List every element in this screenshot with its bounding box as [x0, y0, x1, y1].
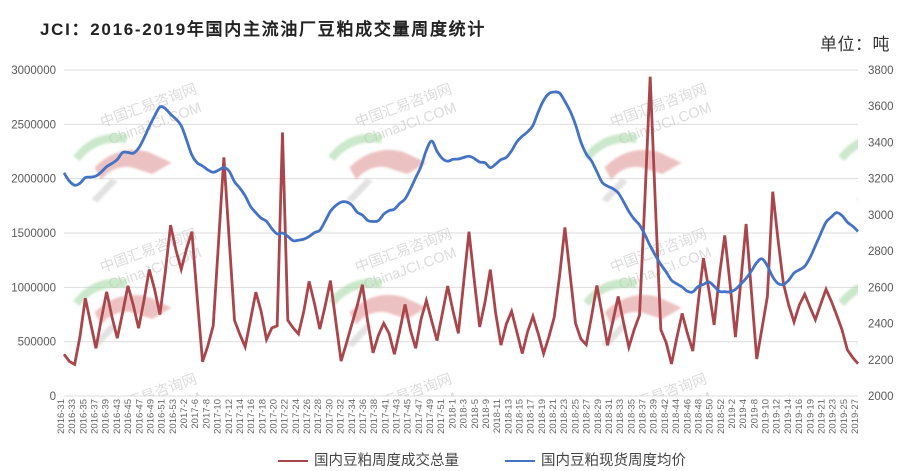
svg-text:2018-25: 2018-25 — [570, 399, 581, 434]
svg-text:2018-1: 2018-1 — [447, 399, 458, 429]
svg-text:2017-45: 2017-45 — [403, 399, 414, 434]
svg-text:2019-4: 2019-4 — [738, 399, 749, 429]
svg-text:2018-5: 2018-5 — [470, 399, 481, 429]
svg-text:2017-10: 2017-10 — [213, 399, 224, 434]
svg-text:2018-17: 2018-17 — [526, 399, 537, 434]
svg-text:2019-27: 2019-27 — [850, 399, 861, 434]
svg-text:2017-43: 2017-43 — [391, 399, 402, 434]
svg-text:2018-39: 2018-39 — [649, 399, 660, 434]
svg-text:2016-31: 2016-31 — [56, 399, 67, 434]
svg-text:3000000: 3000000 — [11, 65, 56, 77]
svg-text:2800: 2800 — [868, 246, 894, 258]
svg-text:3200: 3200 — [868, 174, 894, 186]
svg-text:2016-37: 2016-37 — [90, 399, 101, 434]
svg-text:2018-19: 2018-19 — [537, 399, 548, 434]
svg-text:2018-48: 2018-48 — [693, 399, 704, 434]
svg-text:2018-33: 2018-33 — [615, 399, 626, 434]
svg-text:2017-12: 2017-12 — [224, 399, 235, 434]
svg-text:3800: 3800 — [868, 65, 894, 77]
svg-text:3000: 3000 — [868, 210, 894, 222]
svg-text:2016-49: 2016-49 — [145, 399, 156, 434]
svg-text:2019-21: 2019-21 — [816, 399, 827, 434]
svg-text:2018-21: 2018-21 — [548, 399, 559, 434]
svg-text:2019-2: 2019-2 — [727, 399, 738, 429]
svg-text:1000000: 1000000 — [11, 282, 56, 294]
svg-text:2200: 2200 — [868, 355, 894, 367]
svg-text:2019-12: 2019-12 — [772, 399, 783, 434]
svg-text:2017-47: 2017-47 — [414, 399, 425, 434]
svg-text:2018-31: 2018-31 — [604, 399, 615, 434]
svg-text:2019-25: 2019-25 — [839, 399, 850, 434]
svg-text:2016-35: 2016-35 — [78, 399, 89, 434]
svg-text:2017-6: 2017-6 — [190, 399, 201, 429]
svg-text:2017-36: 2017-36 — [358, 399, 369, 434]
svg-text:2017-26: 2017-26 — [302, 399, 313, 434]
svg-text:2019-16: 2019-16 — [794, 399, 805, 434]
svg-text:3600: 3600 — [868, 101, 894, 113]
svg-text:2018-35: 2018-35 — [626, 399, 637, 434]
svg-text:2016-53: 2016-53 — [168, 399, 179, 434]
svg-text:2000000: 2000000 — [11, 174, 56, 186]
svg-text:2017-49: 2017-49 — [425, 399, 436, 434]
svg-text:2017-24: 2017-24 — [291, 399, 302, 434]
svg-text:2018-27: 2018-27 — [582, 399, 593, 434]
svg-text:2017-16: 2017-16 — [246, 399, 257, 434]
svg-text:2018-11: 2018-11 — [492, 399, 503, 433]
svg-text:2017-14: 2017-14 — [235, 399, 246, 434]
svg-text:2019-14: 2019-14 — [783, 399, 794, 434]
svg-text:2600: 2600 — [868, 282, 894, 294]
svg-text:2400: 2400 — [868, 319, 894, 331]
svg-text:2018-9: 2018-9 — [481, 399, 492, 429]
svg-text:2018-15: 2018-15 — [515, 399, 526, 434]
svg-text:2017-41: 2017-41 — [380, 399, 391, 434]
svg-text:2017-28: 2017-28 — [313, 399, 324, 434]
svg-text:2017-32: 2017-32 — [336, 399, 347, 434]
svg-text:2018-42: 2018-42 — [660, 399, 671, 434]
svg-text:2017-34: 2017-34 — [347, 399, 358, 434]
svg-text:2017-22: 2017-22 — [280, 399, 291, 434]
svg-text:2016-45: 2016-45 — [123, 399, 134, 434]
svg-text:2017-20: 2017-20 — [268, 399, 279, 434]
svg-text:2018-52: 2018-52 — [716, 399, 727, 434]
svg-text:2018-37: 2018-37 — [638, 399, 649, 434]
svg-text:2017-18: 2017-18 — [257, 399, 268, 434]
svg-text:2018-44: 2018-44 — [671, 399, 682, 434]
svg-text:2016-39: 2016-39 — [101, 399, 112, 434]
svg-text:2016-51: 2016-51 — [157, 399, 168, 434]
svg-text:2500000: 2500000 — [11, 119, 56, 131]
svg-text:2019-23: 2019-23 — [828, 399, 839, 434]
svg-text:2016-33: 2016-33 — [67, 399, 78, 434]
svg-text:2017-38: 2017-38 — [369, 399, 380, 434]
svg-text:2000: 2000 — [868, 391, 894, 403]
svg-text:2018-50: 2018-50 — [705, 399, 716, 434]
svg-text:500000: 500000 — [18, 337, 56, 349]
svg-text:2017-51: 2017-51 — [436, 399, 447, 434]
svg-text:2019-19: 2019-19 — [805, 399, 816, 434]
svg-text:2018-13: 2018-13 — [503, 399, 514, 434]
svg-text:3400: 3400 — [868, 137, 894, 149]
svg-text:2017-30: 2017-30 — [324, 399, 335, 434]
svg-text:2018-3: 2018-3 — [459, 399, 470, 429]
svg-text:2019-10: 2019-10 — [761, 399, 772, 434]
svg-text:2019-8: 2019-8 — [749, 399, 760, 429]
svg-text:2018-23: 2018-23 — [559, 399, 570, 434]
svg-text:2018-46: 2018-46 — [682, 399, 693, 434]
svg-text:2016-43: 2016-43 — [112, 399, 123, 434]
svg-text:2016-47: 2016-47 — [134, 399, 145, 434]
svg-text:2018-29: 2018-29 — [593, 399, 604, 434]
svg-text:1500000: 1500000 — [11, 228, 56, 240]
svg-text:2017-2: 2017-2 — [179, 399, 190, 429]
svg-text:2017-8: 2017-8 — [201, 399, 212, 429]
